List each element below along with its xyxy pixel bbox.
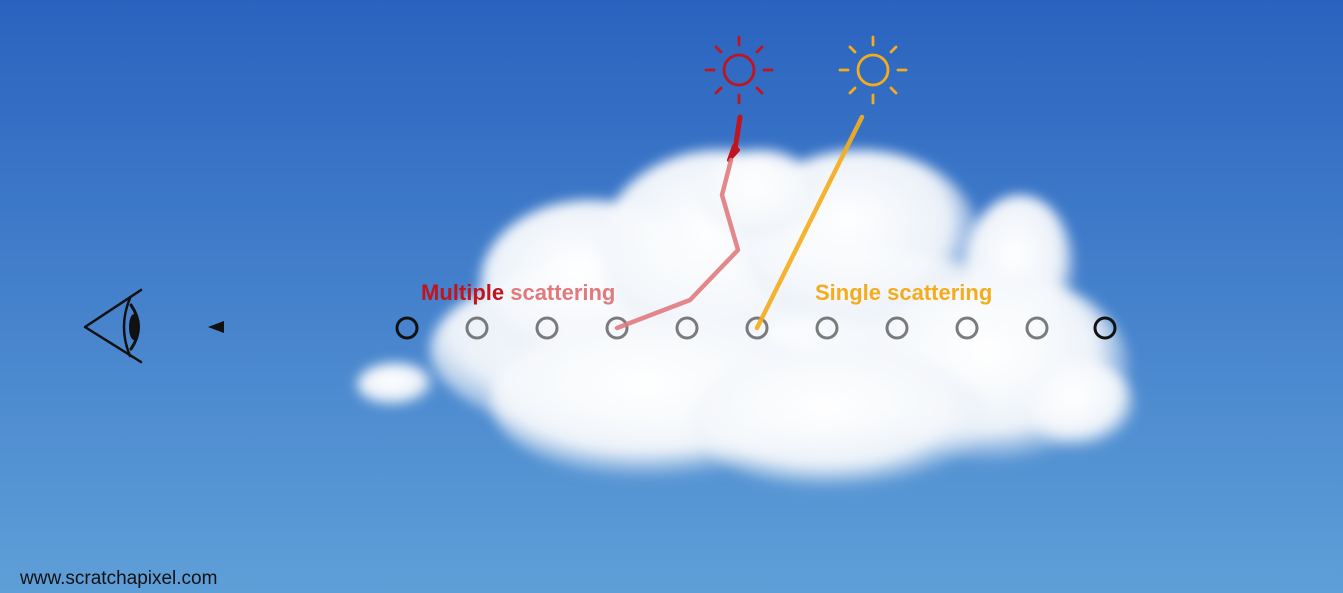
- sun-icon: [838, 35, 908, 105]
- single-scattering-path: [754, 114, 865, 331]
- sample-point: [955, 316, 979, 340]
- multiple-label-bold: Multiple: [421, 280, 504, 305]
- sample-point: [465, 316, 489, 340]
- cloud-icon: [357, 150, 1135, 490]
- sample-point: [535, 316, 559, 340]
- sample-points: [395, 316, 1117, 340]
- sample-point: [395, 316, 419, 340]
- sample-point: [1093, 316, 1117, 340]
- multiple-label-rest: scattering: [504, 280, 615, 305]
- sample-point: [815, 316, 839, 340]
- view-ray: [208, 321, 1210, 333]
- single-scattering-label: Single scattering: [815, 280, 992, 305]
- site-credit: www.scratchapixel.com: [19, 568, 217, 589]
- sample-point: [1025, 316, 1049, 340]
- sample-point: [885, 316, 909, 340]
- multiple-scattering-label: Multiple scattering: [421, 280, 615, 305]
- multiple-scattering-path: [614, 114, 743, 331]
- sample-point: [745, 316, 769, 340]
- eye-icon: [83, 288, 143, 364]
- sample-point: [675, 316, 699, 340]
- sun-icon: [704, 35, 774, 105]
- sample-point: [605, 316, 629, 340]
